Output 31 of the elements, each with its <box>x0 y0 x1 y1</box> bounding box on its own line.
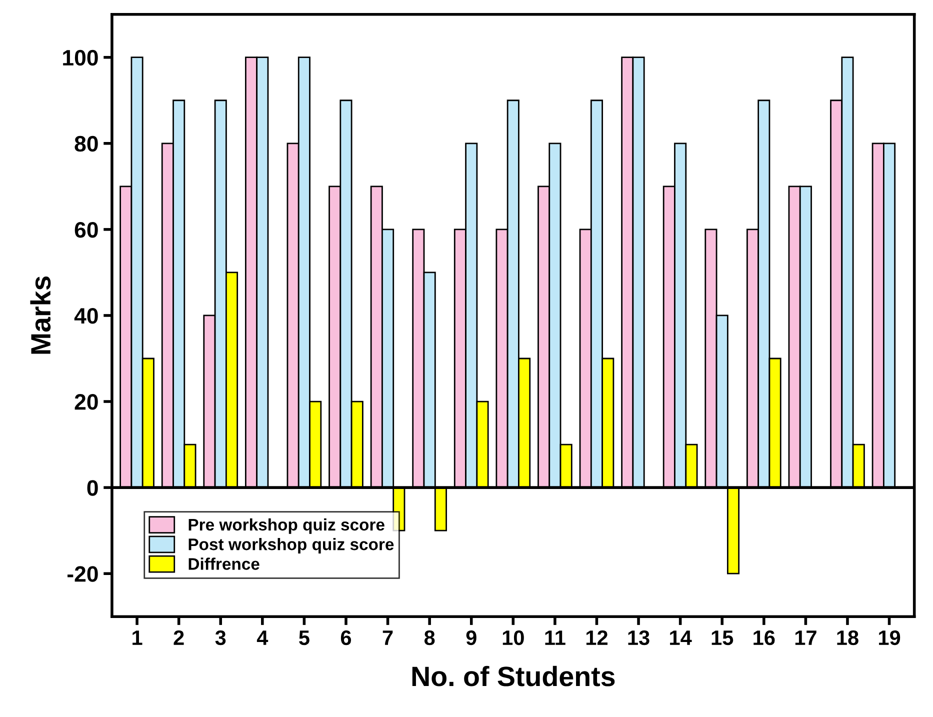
x-tick-label: 11 <box>545 630 566 645</box>
x-tick-label: 17 <box>795 630 816 645</box>
x-tick-label: 6 <box>340 630 352 646</box>
x-tick-label: 12 <box>586 630 608 645</box>
y-tick-label: 40 <box>74 308 98 324</box>
x-tick-label: 7 <box>382 630 393 645</box>
x-axis-title: No. of Students <box>412 666 615 686</box>
x-tick-label: 18 <box>837 630 858 646</box>
y-tick-label: -20 <box>68 566 98 582</box>
y-tick-label: 80 <box>74 136 98 152</box>
legend-label: Diffrence <box>188 558 260 570</box>
x-tick-label: 13 <box>628 630 650 646</box>
x-tick-label: 1 <box>132 630 142 645</box>
legend-label: Pre workshop quiz score <box>188 518 384 534</box>
y-tick-label: 100 <box>63 50 98 66</box>
y-tick-label: 60 <box>74 222 98 238</box>
x-tick-label: 16 <box>754 630 775 646</box>
x-tick-label: 9 <box>466 630 476 646</box>
x-tick-label: 8 <box>424 630 435 646</box>
x-tick-label: 4 <box>256 630 268 645</box>
x-tick-label: 19 <box>878 630 900 646</box>
x-tick-label: 10 <box>502 630 524 646</box>
x-tick-label: 5 <box>299 630 310 646</box>
y-tick-label: 0 <box>87 480 98 496</box>
x-tick-label: 14 <box>670 630 692 645</box>
legend-label: Post workshop quiz score <box>188 538 394 554</box>
y-axis-title: Marks <box>30 276 51 354</box>
y-tick-label: 20 <box>74 394 98 410</box>
x-tick-label: 2 <box>174 630 184 645</box>
x-tick-label: 15 <box>712 630 734 646</box>
x-tick-label: 3 <box>215 630 226 646</box>
